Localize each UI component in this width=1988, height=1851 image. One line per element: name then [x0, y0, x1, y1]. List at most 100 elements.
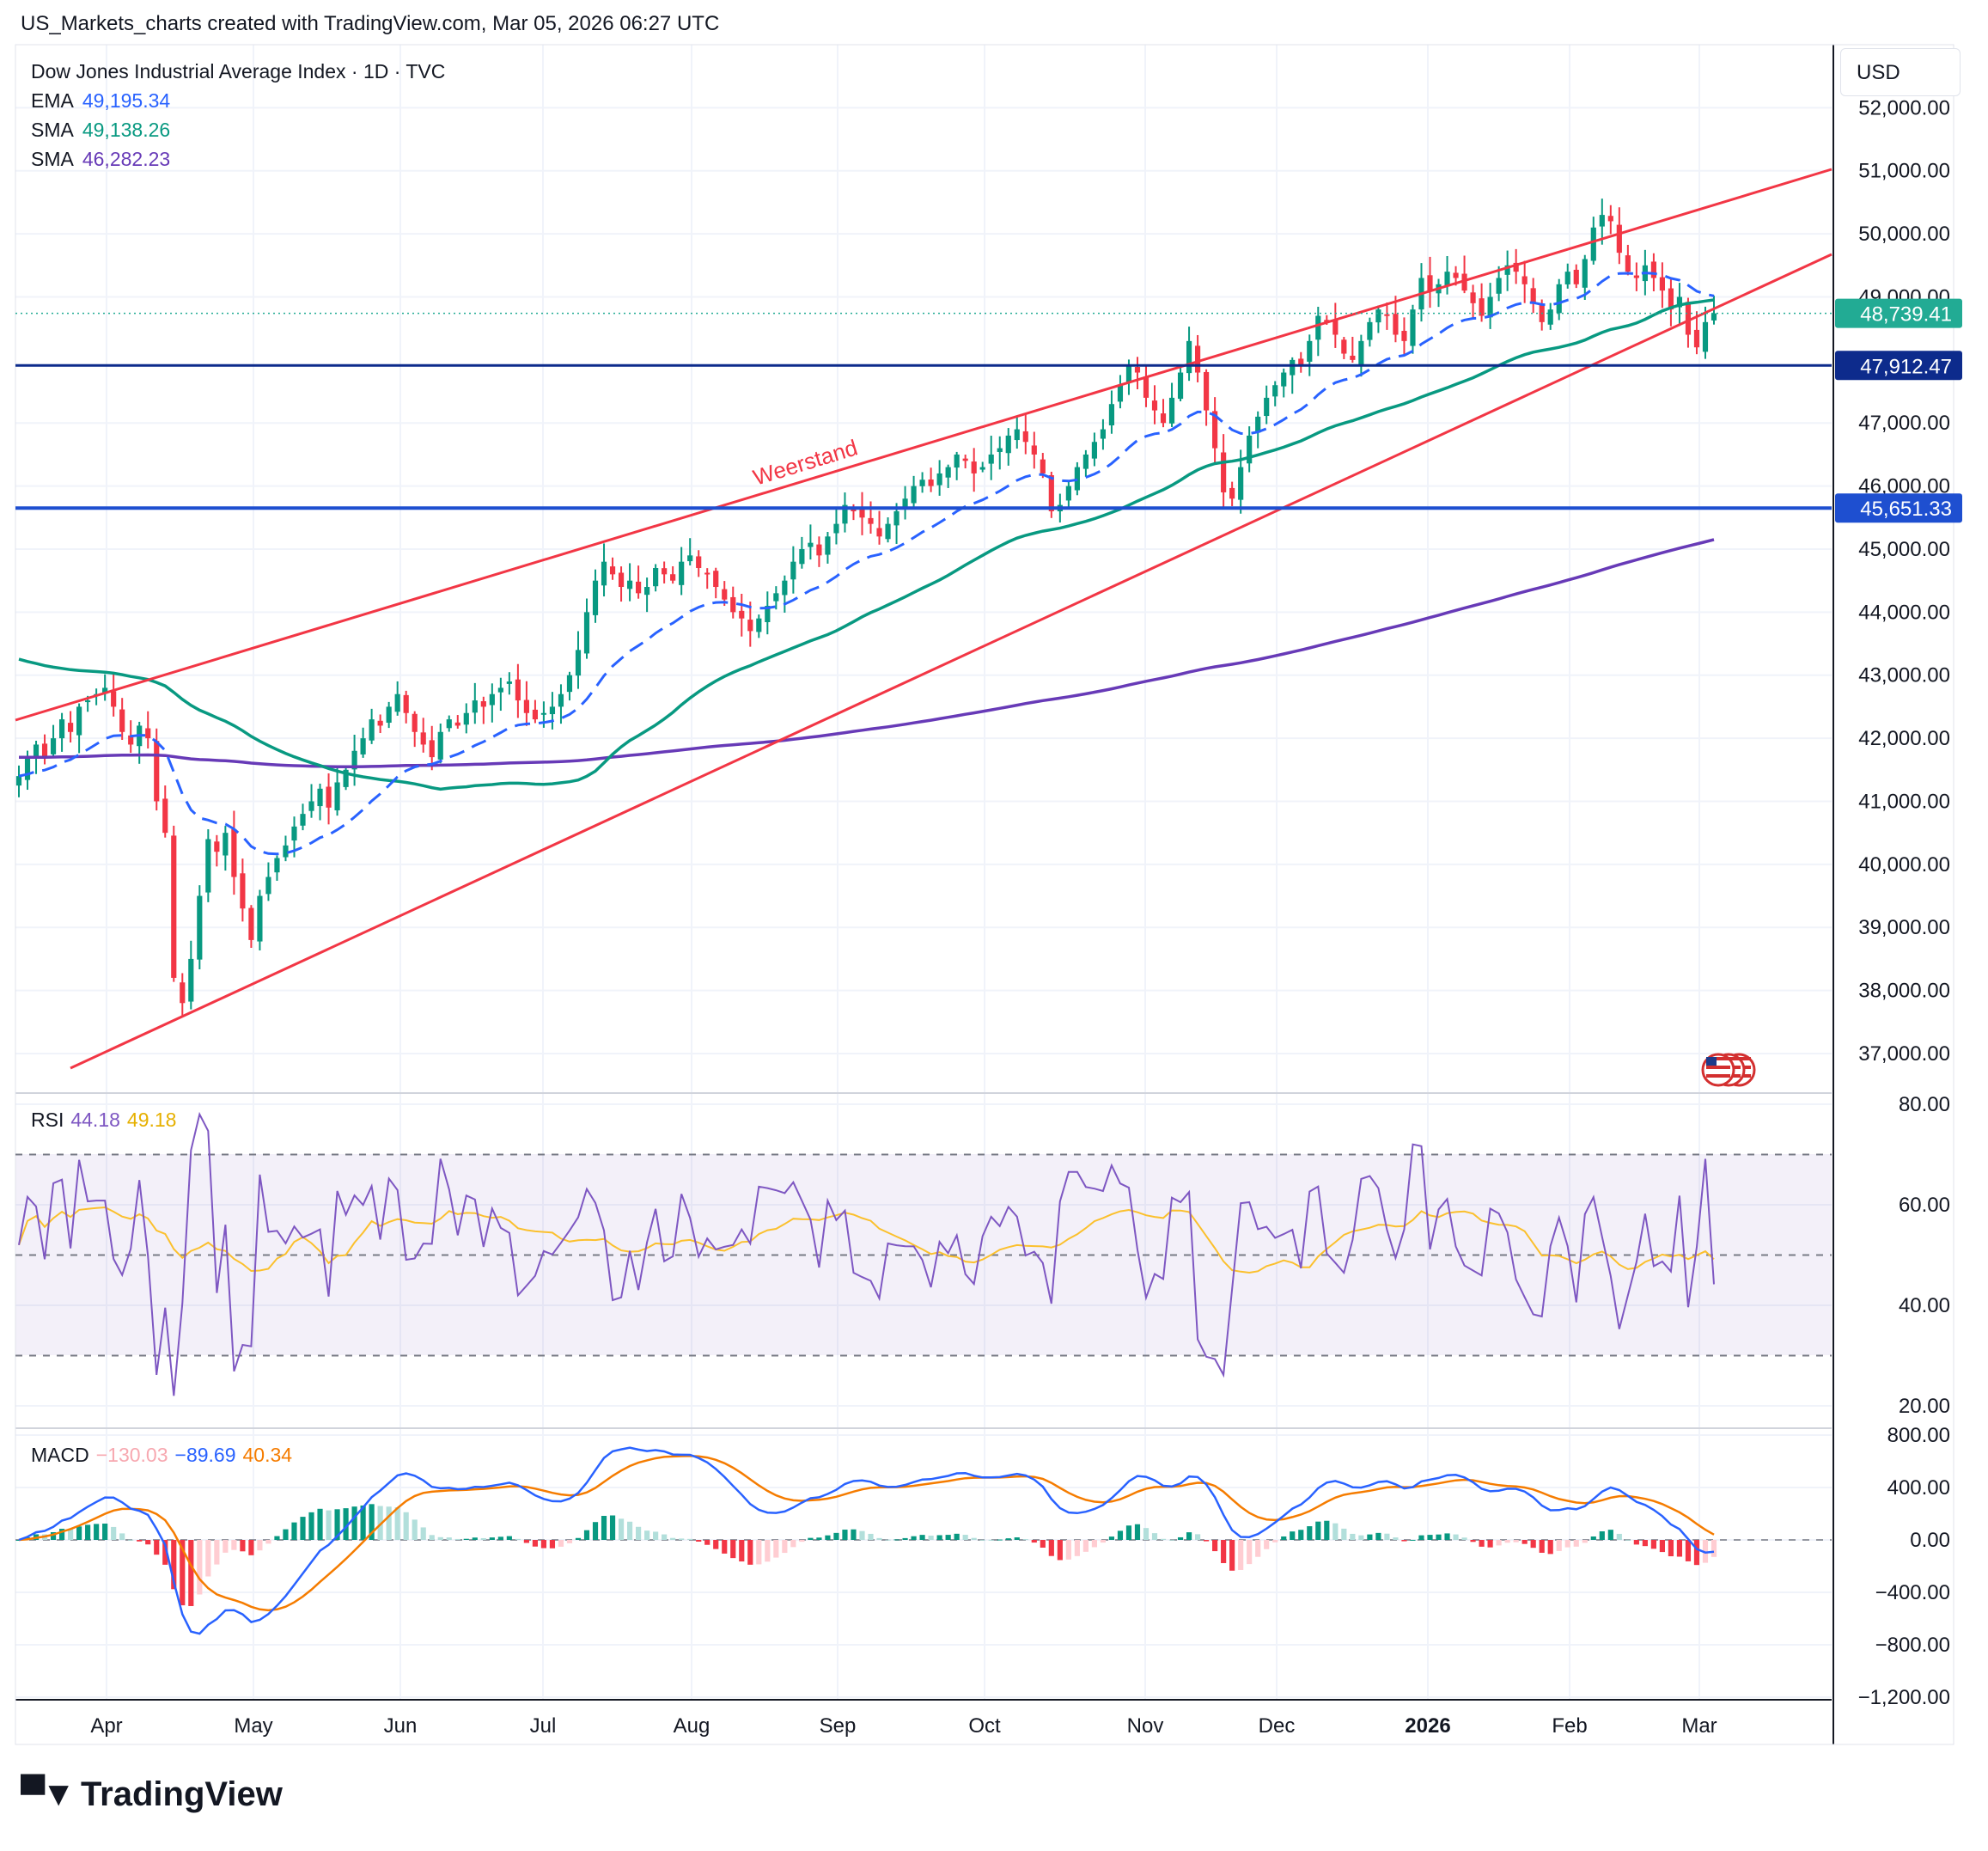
sma-200-line	[19, 538, 1715, 769]
candle-body	[679, 561, 685, 585]
macd-histogram-bar	[1693, 1540, 1700, 1566]
candle-body	[1160, 413, 1167, 424]
macd-histogram-bar	[1324, 1520, 1330, 1540]
macd-histogram-bar	[583, 1530, 590, 1540]
candle-body	[162, 798, 168, 834]
candle-body	[713, 571, 719, 588]
candle-body	[1315, 315, 1321, 340]
macd-histogram-bar	[722, 1540, 728, 1554]
price-label: 48,739.41	[1860, 303, 1952, 327]
candle-body	[799, 548, 805, 565]
macd-histogram-bar	[636, 1526, 642, 1540]
candle-body	[171, 835, 177, 978]
candle-body	[515, 679, 521, 701]
macd-histogram-bar	[351, 1506, 357, 1540]
candle-body	[739, 610, 745, 619]
macd-histogram-bar	[171, 1540, 177, 1590]
candle-body	[696, 556, 702, 568]
macd-histogram-bar	[497, 1536, 503, 1540]
macd-histogram-bar	[945, 1535, 951, 1540]
candle-body	[1298, 358, 1304, 367]
price-tick-label: 45,000.00	[1858, 538, 1950, 561]
macd-histogram-bar	[214, 1540, 220, 1565]
candle-body	[945, 467, 951, 478]
macd-histogram-bar	[454, 1538, 460, 1540]
candle-body	[119, 709, 125, 732]
macd-histogram-bar	[842, 1530, 848, 1540]
macd-histogram-bar	[730, 1540, 736, 1559]
candle-body	[962, 458, 968, 461]
candle-body	[636, 581, 642, 594]
tradingview-logo[interactable]: ▀▼ TradingView	[21, 1775, 283, 1814]
macd-histogram-bar	[1332, 1523, 1339, 1540]
macd-histogram-bar	[257, 1540, 263, 1551]
macd-histogram-bar	[1082, 1540, 1089, 1552]
candle-body	[1393, 314, 1399, 335]
candle-body	[454, 722, 460, 726]
candle-body	[730, 596, 736, 613]
candle-body	[429, 740, 435, 758]
macd-histogram-bar	[1247, 1540, 1253, 1565]
legend-label: SMA	[31, 148, 74, 170]
macd-histogram-bar	[1504, 1540, 1510, 1543]
candle-body	[790, 561, 796, 580]
macd-histogram-bar	[540, 1540, 547, 1549]
macd-line-value: −89.69	[174, 1444, 236, 1466]
candle-body	[1384, 314, 1390, 316]
macd-hist-value: −130.03	[95, 1444, 168, 1466]
macd-histogram-bar	[446, 1537, 452, 1540]
macd-histogram-bar	[1238, 1540, 1244, 1570]
macd-histogram-bar	[1393, 1537, 1399, 1540]
candle-body	[111, 691, 117, 707]
macd-histogram-bar	[790, 1540, 796, 1548]
candle-body	[463, 712, 469, 725]
candle-body	[1108, 404, 1115, 425]
candle-body	[842, 504, 848, 524]
currency-button[interactable]: USD	[1840, 48, 1961, 96]
macd-histogram-bar	[412, 1519, 418, 1540]
candle-body	[1238, 467, 1244, 500]
macd-histogram-bar	[1375, 1532, 1381, 1540]
candle-body	[1022, 431, 1028, 443]
macd-histogram-bar	[1212, 1540, 1218, 1552]
candle-body	[41, 743, 48, 758]
candle-body	[1204, 371, 1210, 411]
candle-body	[859, 507, 865, 518]
macd-histogram-bar	[1272, 1540, 1278, 1542]
macd-histogram-bar	[265, 1540, 271, 1544]
candle-body	[472, 700, 478, 713]
macd-histogram-bar	[1143, 1528, 1150, 1540]
x-tick-label: May	[234, 1714, 272, 1738]
candle-body	[704, 572, 710, 575]
candle-body	[240, 873, 246, 909]
candle-body	[437, 731, 443, 760]
macd-histogram-bar	[1590, 1536, 1596, 1540]
macd-histogram-bar	[662, 1534, 668, 1540]
macd-histogram-bar	[1496, 1540, 1502, 1546]
macd-histogram-bar	[1091, 1540, 1097, 1548]
macd-histogram-bar	[1487, 1540, 1493, 1548]
macd-histogram-bar	[480, 1537, 486, 1540]
x-tick-label: Feb	[1552, 1714, 1587, 1738]
rsi-tick-label: 20.00	[1899, 1395, 1950, 1418]
candle-body	[653, 568, 659, 587]
macd-histogram-bar	[188, 1540, 194, 1606]
candle-body	[1607, 216, 1613, 222]
candle-body	[231, 828, 237, 877]
candle-body	[808, 542, 814, 547]
candle-body	[377, 720, 383, 726]
candle-body	[308, 801, 314, 811]
macd-histogram-bar	[936, 1535, 942, 1540]
candle-body	[1444, 272, 1450, 287]
macd-histogram-bar	[1513, 1540, 1519, 1542]
macd-histogram-bar	[1264, 1540, 1270, 1549]
candle-body	[1582, 259, 1588, 288]
candle-body	[549, 706, 556, 715]
macd-histogram-bar	[928, 1536, 934, 1540]
price-label-badge	[1835, 351, 1962, 381]
candle-body	[1350, 355, 1356, 360]
macd-histogram-bar	[377, 1506, 383, 1540]
macd-histogram-bar	[489, 1537, 495, 1540]
candle-body	[1625, 255, 1631, 272]
